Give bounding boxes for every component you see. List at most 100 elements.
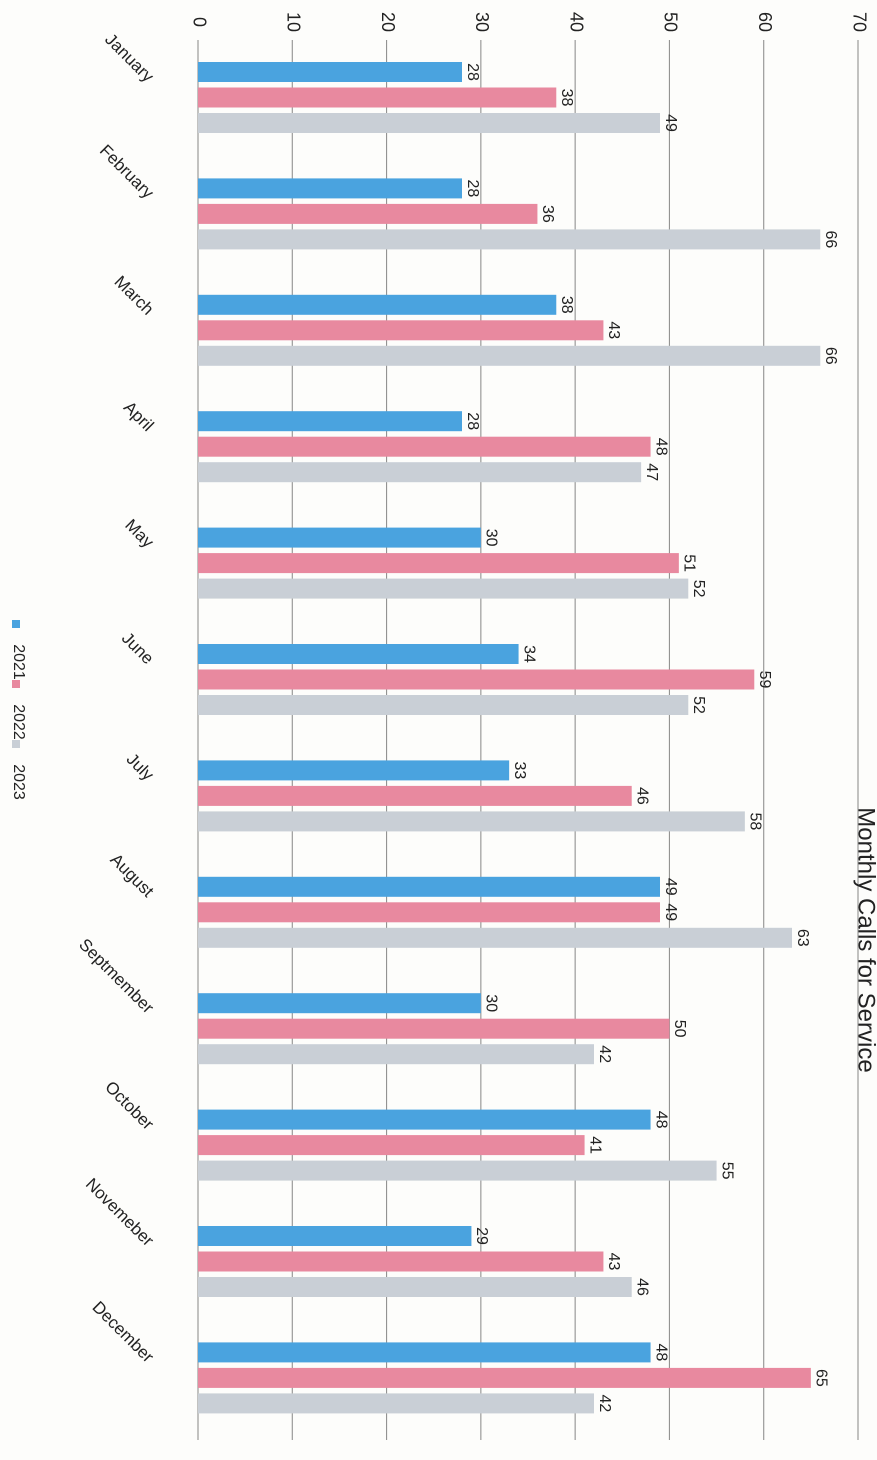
y-tick-label: 40 [566, 12, 586, 32]
bar-2022 [198, 1251, 604, 1272]
data-label-2023: 66 [822, 231, 839, 249]
data-label-2022: 50 [671, 1020, 688, 1038]
bar-2023 [198, 927, 792, 948]
bar-2023 [198, 695, 689, 715]
bar-2021 [198, 178, 462, 199]
data-label-2021: 34 [520, 645, 537, 663]
y-tick-label: 60 [755, 12, 775, 32]
data-label-2022: 36 [539, 205, 556, 223]
bar-2023 [198, 1160, 717, 1181]
bar-2022 [198, 320, 604, 341]
bar-2022 [198, 1367, 811, 1388]
category-label: August [107, 850, 158, 901]
bar-2023 [198, 811, 745, 832]
data-label-2021: 28 [464, 412, 481, 430]
bar-2022 [198, 902, 660, 923]
data-label-2022: 65 [813, 1369, 830, 1387]
category-label: May [121, 515, 157, 551]
data-label-2023: 42 [596, 1045, 613, 1063]
data-label-2021: 33 [511, 762, 528, 780]
category-label: February [96, 141, 158, 203]
data-label-2021: 48 [652, 1344, 669, 1362]
y-tick-label: 0 [189, 17, 209, 27]
bar-2021 [198, 1342, 651, 1363]
category-label: Septmember [75, 935, 157, 1017]
legend-swatch-2022 [12, 680, 20, 688]
legend-label-2021: 2021 [10, 644, 27, 680]
bar-2022 [198, 785, 632, 806]
category-label: January [101, 30, 158, 87]
bar-2023 [198, 113, 660, 133]
bar-2021 [198, 527, 481, 548]
data-label-2022: 48 [652, 438, 669, 456]
bar-2022 [198, 87, 557, 108]
y-tick-label: 30 [472, 12, 492, 32]
data-label-2021: 30 [483, 529, 500, 547]
legend-swatch-2021 [12, 620, 20, 628]
data-label-2021: 28 [464, 180, 481, 198]
bar-2021 [198, 1226, 472, 1246]
data-label-2022: 43 [605, 1253, 622, 1271]
category-label: October [101, 1077, 157, 1133]
category-label: July [123, 750, 158, 785]
data-label-2022: 49 [662, 903, 679, 921]
y-tick-label: 70 [849, 12, 869, 32]
data-label-2021: 28 [464, 63, 481, 81]
data-label-2022: 59 [756, 671, 773, 689]
bar-2021 [198, 644, 519, 664]
bar-2022 [198, 1018, 670, 1039]
y-tick-label: 10 [284, 12, 304, 32]
bar-2023 [198, 578, 689, 599]
data-label-2021: 38 [558, 296, 575, 314]
bar-2021 [198, 62, 462, 82]
bar-2023 [198, 462, 642, 483]
data-label-2023: 63 [794, 929, 811, 947]
bar-2023 [198, 345, 821, 366]
data-label-2023: 52 [690, 696, 707, 714]
bar-2022 [198, 553, 679, 574]
data-label-2023: 47 [643, 463, 660, 481]
category-label: April [120, 398, 157, 435]
category-label: Novemeber [82, 1174, 158, 1250]
legend-label-2023: 2023 [10, 764, 27, 800]
data-label-2021: 30 [483, 994, 500, 1012]
data-label-2021: 49 [662, 878, 679, 896]
data-label-2022: 38 [558, 89, 575, 107]
y-tick-label: 50 [661, 12, 681, 32]
data-label-2021: 48 [652, 1111, 669, 1129]
data-label-2022: 41 [586, 1136, 603, 1154]
data-label-2023: 55 [718, 1162, 735, 1180]
data-label-2023: 58 [747, 813, 764, 831]
chart-title: Monthly Calls for Service [853, 807, 877, 1072]
legend-label-2022: 2022 [10, 704, 27, 740]
data-label-2023: 42 [596, 1395, 613, 1413]
bar-2021 [198, 294, 557, 315]
bar-2022 [198, 436, 651, 457]
legend-swatch-2023 [12, 740, 20, 748]
bar-2023 [198, 229, 821, 250]
bar-2023 [198, 1393, 594, 1414]
category-label: March [111, 272, 158, 319]
data-label-2023: 49 [662, 114, 679, 132]
data-label-2022: 46 [633, 787, 650, 805]
bar-2021 [198, 993, 481, 1014]
category-label: June [118, 628, 158, 668]
data-label-2023: 66 [822, 347, 839, 365]
bar-2023 [198, 1044, 594, 1065]
bar-2022 [198, 1135, 585, 1156]
bar-2021 [198, 1109, 651, 1130]
bar-2021 [198, 760, 510, 781]
bar-2022 [198, 669, 755, 690]
bar-2021 [198, 411, 462, 432]
data-label-2023: 46 [633, 1278, 650, 1296]
data-label-2022: 43 [605, 321, 622, 339]
data-label-2021: 29 [473, 1227, 490, 1245]
data-label-2022: 51 [681, 554, 698, 572]
y-tick-label: 20 [378, 12, 398, 32]
data-label-2023: 52 [690, 580, 707, 598]
bar-2022 [198, 203, 538, 224]
category-label: December [89, 1298, 158, 1367]
bar-2021 [198, 876, 660, 897]
